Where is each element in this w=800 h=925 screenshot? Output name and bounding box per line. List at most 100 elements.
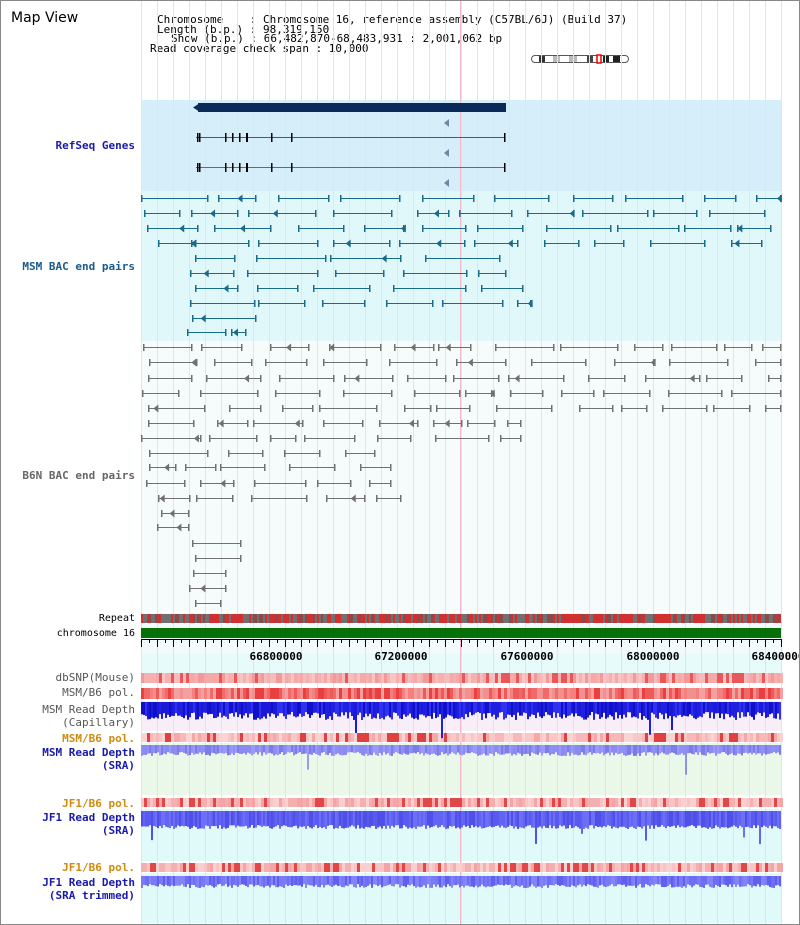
- msm-sra-depth-bar: [387, 745, 389, 754]
- msm-pol-heat: [177, 688, 180, 699]
- jf1-pol-2-heat: [744, 863, 747, 872]
- msm-sra-depth-bar: [715, 745, 717, 756]
- msm-bac-pair-arrow: [233, 328, 239, 337]
- jf1-trimmed-depth-bar: [581, 876, 583, 887]
- msm-pol-heat: [693, 688, 696, 699]
- b6n-bac-pair-end: [312, 405, 314, 412]
- jf1-trimmed-depth-bar: [705, 876, 707, 885]
- dbsnp-heat: [384, 673, 387, 683]
- b6n-bac-pair-end: [306, 359, 308, 366]
- jf1-pol-2-heat: [243, 863, 246, 872]
- msm-capillary-depth-bar: [355, 702, 357, 733]
- b6n-bac-pair-end: [196, 495, 198, 502]
- jf1-trimmed-depth-bar: [367, 876, 369, 886]
- jf1-sra-depth-bar: [647, 811, 649, 826]
- jf1-pol-2-heat: [195, 863, 198, 872]
- jf1-pol-2-heat: [402, 863, 405, 872]
- jf1-pol-2-heat: [213, 863, 216, 872]
- jf1-trimmed-depth-bar: [233, 876, 235, 885]
- msm-pol-heat: [561, 688, 564, 699]
- dbsnp-heat: [762, 673, 765, 683]
- msm-capillary-depth-bar: [481, 702, 483, 720]
- repeat-element: [247, 614, 249, 623]
- jf1-sra-depth-bar: [701, 811, 703, 828]
- msm-capillary-depth-bar: [635, 702, 637, 718]
- jf1-sra-depth-bar: [731, 811, 733, 827]
- b6n-bac-pair-end: [215, 464, 217, 471]
- msm-capillary-depth-bar: [771, 702, 773, 714]
- jf1-pol-heat: [708, 798, 711, 807]
- msm-pol-sra-heat: [681, 733, 684, 742]
- msm-bac-pair-end: [258, 300, 260, 307]
- dbsnp-heat: [576, 673, 579, 683]
- jf1-pol-heat: [777, 798, 780, 807]
- repeat-element: [605, 614, 607, 623]
- msm-pol-sra-heat: [345, 733, 348, 742]
- msm-pol-heat: [288, 688, 291, 699]
- jf1-sra-depth-bar: [453, 811, 455, 826]
- msm-capillary-depth-bar: [737, 702, 739, 713]
- msm-pol-sra-heat: [636, 733, 639, 742]
- jf1-sra-depth-bar: [293, 811, 295, 827]
- jf1-sra-depth-bar: [471, 811, 473, 826]
- jf1-trimmed-depth-bar: [157, 876, 159, 887]
- repeat-element: [597, 614, 599, 623]
- jf1-pol-2-heat: [204, 863, 207, 872]
- jf1-pol-heat: [732, 798, 735, 807]
- jf1-trimmed-depth-bar: [531, 876, 533, 885]
- repeat-element: [477, 614, 479, 623]
- msm-pol-sra-heat: [168, 733, 171, 742]
- repeat-element: [189, 614, 191, 623]
- jf1-pol-heat: [345, 798, 348, 807]
- msm-capillary-depth-bar: [581, 702, 583, 718]
- jf1-sra-depth-bar: [761, 811, 763, 828]
- jf1-trimmed-depth-bar: [407, 876, 409, 885]
- jf1-trimmed-depth-bar: [197, 876, 199, 888]
- jf1-sra-depth-bar: [189, 811, 191, 829]
- msm-capillary-depth-bar: [181, 702, 183, 717]
- jf1-pol-heat: [414, 798, 417, 807]
- jf1-trimmed-depth-bar: [773, 876, 775, 888]
- dbsnp-heat: [600, 673, 603, 683]
- jf1-trimmed-depth-bar: [537, 876, 539, 887]
- jf1-sra-depth-bar: [171, 811, 173, 826]
- msm-capillary-depth-bar: [411, 702, 413, 718]
- b6n-bac-pair-end: [225, 570, 227, 577]
- jf1-trimmed-depth-bar: [179, 876, 181, 886]
- jf1-trimmed-depth-bar: [241, 876, 243, 885]
- jf1-pol-2-heat: [456, 863, 459, 872]
- jf1-sra-depth-bar: [773, 811, 775, 827]
- jf1-pol-heat: [342, 798, 345, 807]
- jf1-pol-2-heat: [723, 863, 726, 872]
- msm-bac-pair-end: [330, 255, 332, 262]
- repeat-element: [675, 614, 677, 623]
- jf1-sra-depth-bar: [663, 811, 665, 827]
- jf1-pol-2-heat: [348, 863, 351, 872]
- msm-sra-depth-bar: [461, 745, 463, 756]
- jf1-pol-heat: [567, 798, 570, 807]
- dbsnp-heat: [636, 673, 639, 683]
- jf1-pol-2-heat: [198, 863, 201, 872]
- jf1-trimmed-depth-bar: [595, 876, 597, 887]
- msm-capillary-depth-bar: [555, 702, 557, 718]
- repeat-element: [645, 614, 647, 623]
- msm-capillary-depth-bar: [457, 702, 459, 719]
- dbsnp-heat: [255, 673, 258, 683]
- msm-capillary-depth-bar: [645, 702, 647, 719]
- jf1-pol-heat: [255, 798, 258, 807]
- b6n-bac-pair-end: [196, 359, 198, 366]
- jf1-trimmed-depth-bar: [393, 876, 395, 887]
- b6n-bac-pair-end: [662, 405, 664, 412]
- b6n-bac-pair-end: [143, 344, 145, 351]
- msm-sra-depth-bar: [487, 745, 489, 756]
- jf1-pol-2-heat: [147, 863, 150, 872]
- jf1-trimmed-depth-bar: [703, 876, 705, 888]
- msm-pol-heat: [372, 688, 375, 699]
- jf1-pol-heat: [639, 798, 642, 807]
- jf1-pol-heat: [504, 798, 507, 807]
- msm-sra-depth-bar: [223, 745, 225, 754]
- jf1-sra-depth-bar: [185, 811, 187, 827]
- msm-pol-heat: [537, 688, 540, 699]
- jf1-sra-depth-bar: [445, 811, 447, 829]
